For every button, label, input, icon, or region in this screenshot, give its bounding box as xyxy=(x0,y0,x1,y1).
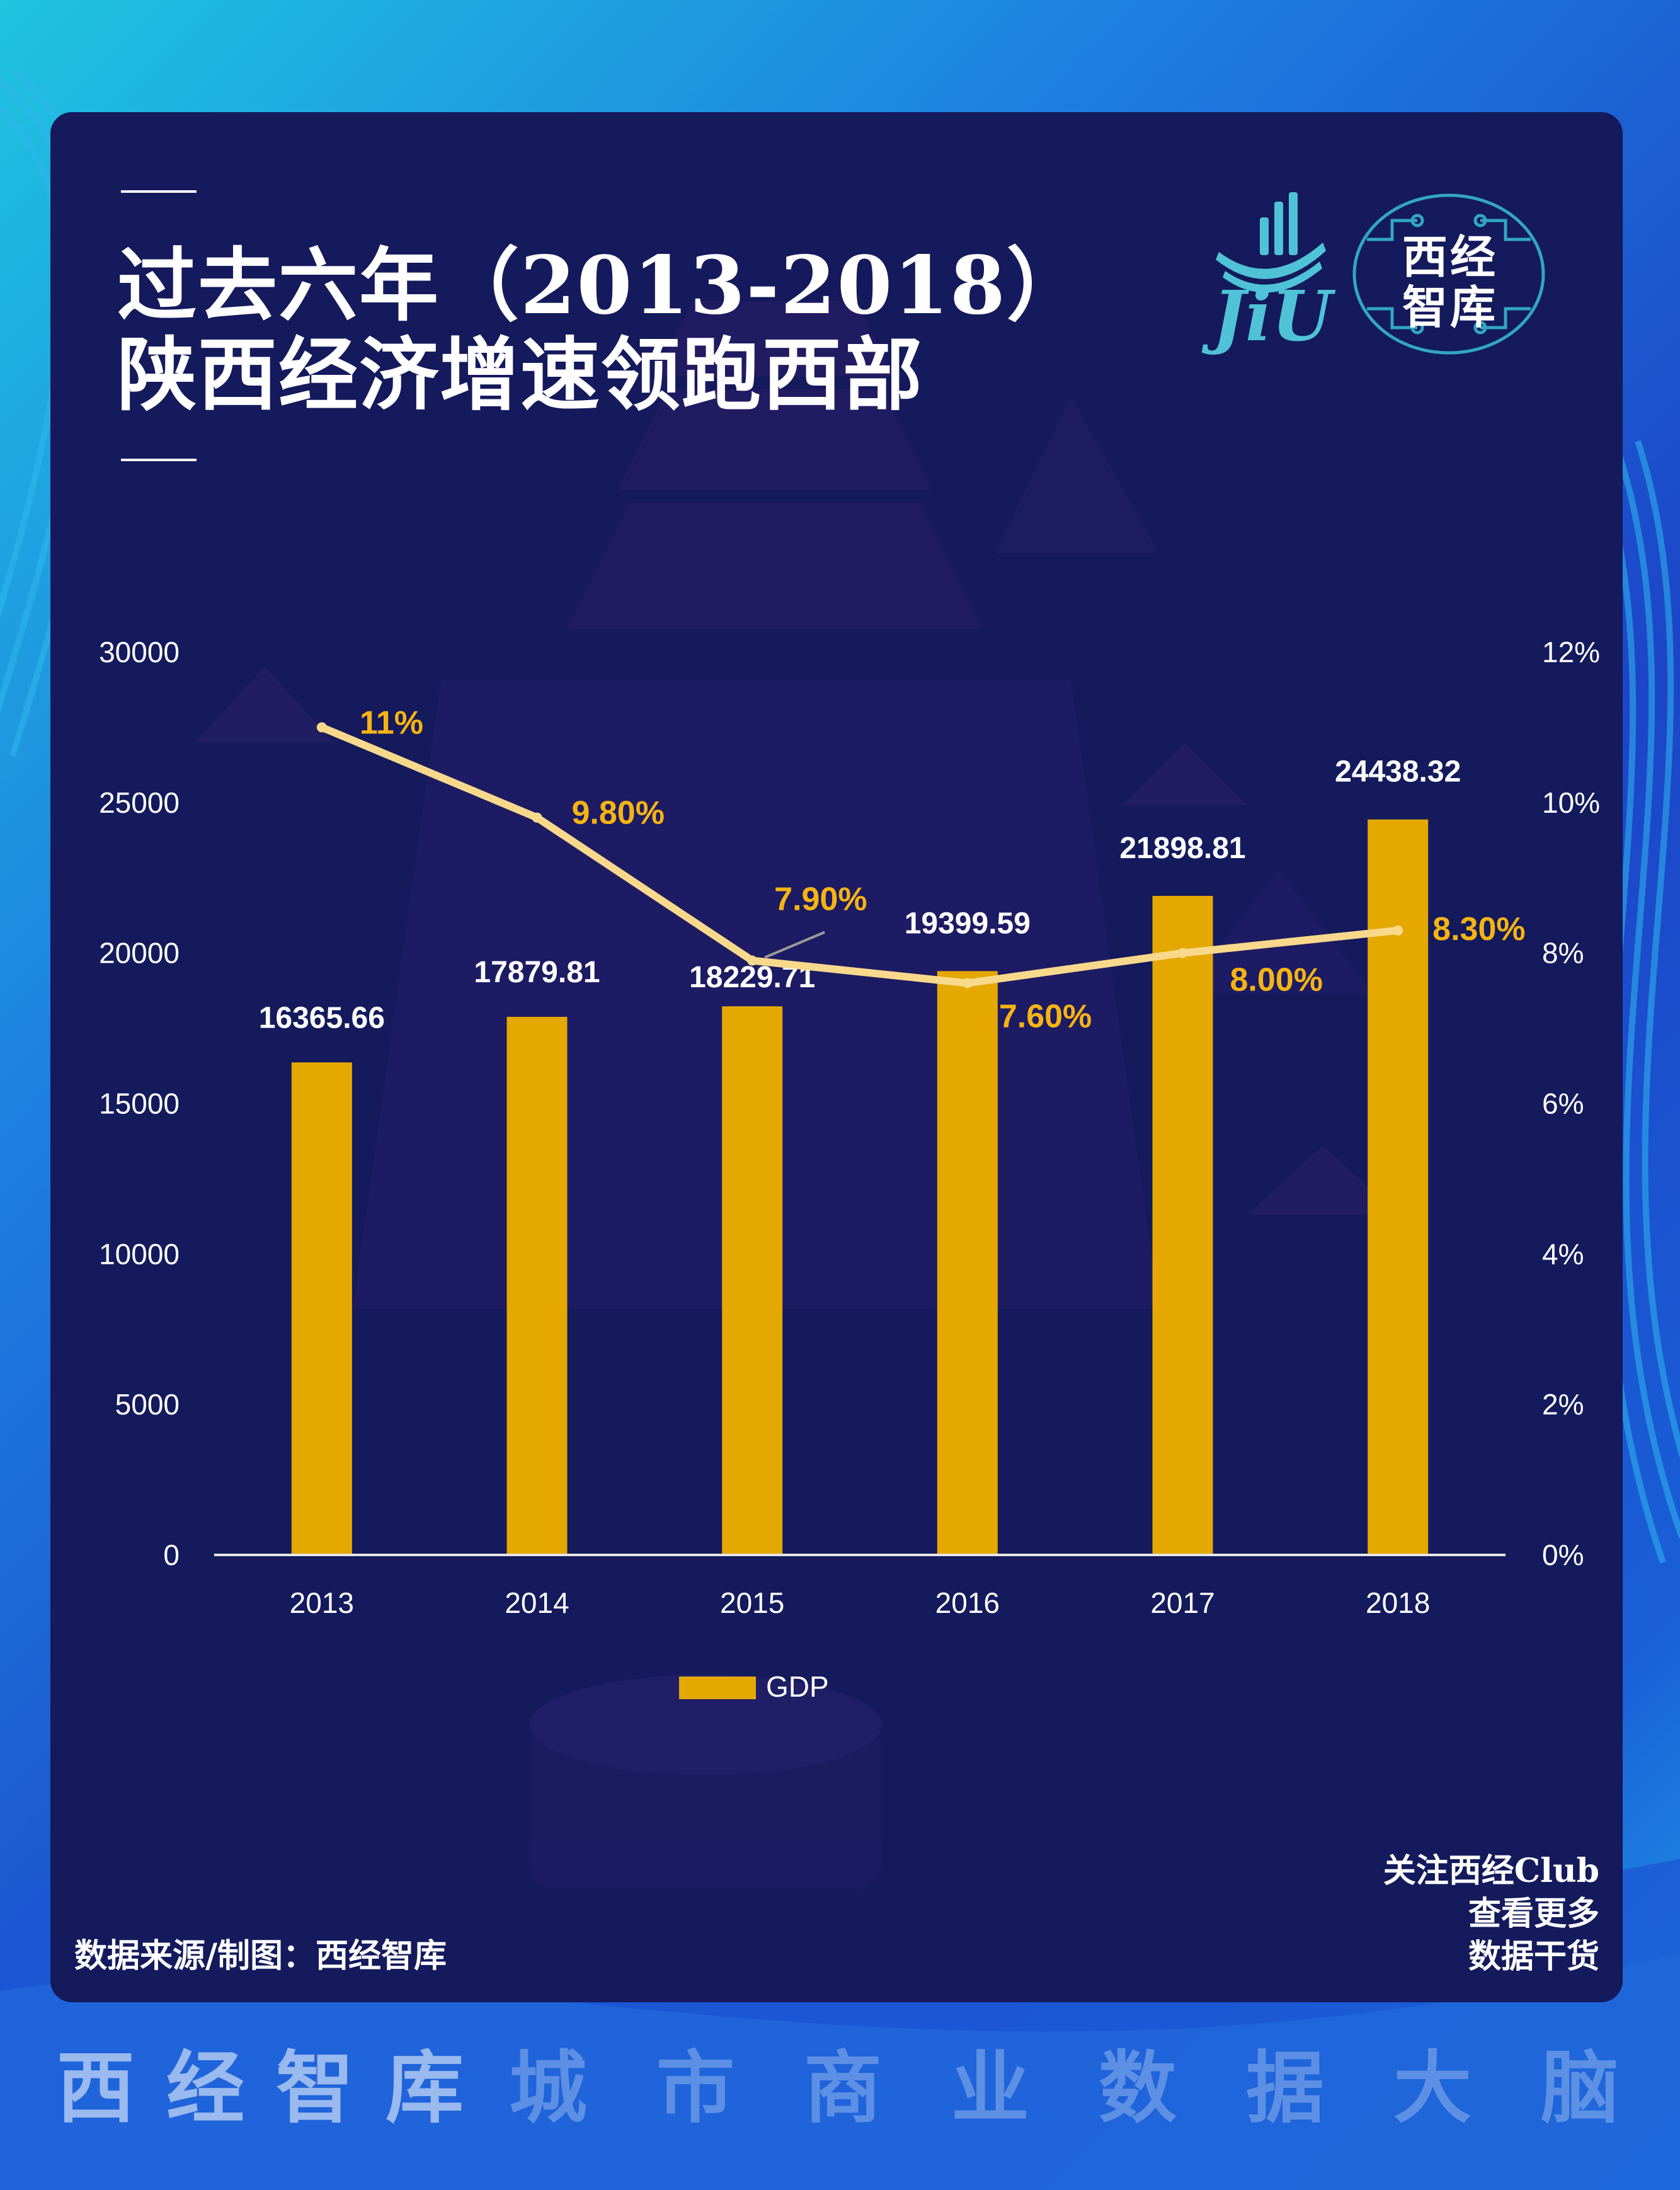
footer-char: 业 xyxy=(951,2043,1030,2134)
bar-gdp xyxy=(506,1016,568,1555)
footer-char: 数 xyxy=(1099,2043,1177,2134)
xijing-seal-logo-icon xyxy=(1352,193,1545,355)
page-title-line1: 过去六年（2013-2018） xyxy=(117,239,1087,332)
bar-gdp xyxy=(1368,819,1429,1555)
footer-char: 西 xyxy=(57,2043,135,2134)
x-tick-label: 2017 xyxy=(1150,1586,1214,1619)
title-rule-bottom xyxy=(121,459,197,461)
footer-slogan: 西 经 智 库 城 市 商 业 数 据 大 脑 xyxy=(0,2048,1680,2130)
growth-rate-line xyxy=(317,723,1402,987)
page-title-line2: 陕西经济增速领跑西部 xyxy=(117,328,923,421)
x-tick-label: 2015 xyxy=(720,1586,784,1619)
follow-note: 关注西经Club 查看更多 数据干货 xyxy=(1383,1850,1599,1978)
bar-gdp xyxy=(722,1006,783,1555)
jiu-logo-icon: JiU xyxy=(1201,192,1336,357)
y-right-tick-label: 2% xyxy=(1542,1388,1584,1421)
x-tick-label: 2013 xyxy=(290,1586,354,1619)
bar-gdp xyxy=(291,1062,352,1555)
y-left-tick-label: 10000 xyxy=(99,1237,180,1270)
bar-value-label: 17879.81 xyxy=(474,956,600,989)
footer-char: 智 xyxy=(276,2043,355,2134)
growth-rate-label: 7.90% xyxy=(774,881,867,918)
x-tick-label: 2016 xyxy=(935,1586,1000,1619)
growth-rate-point xyxy=(532,812,542,823)
label-leader-line xyxy=(764,931,825,959)
legend-label-gdp: GDP xyxy=(766,1670,829,1703)
x-tick-label: 2014 xyxy=(505,1586,569,1619)
follow-line-3: 数据干货 xyxy=(1468,1937,1599,1976)
y-left-tick-label: 30000 xyxy=(99,636,180,668)
footer-char: 城 xyxy=(509,2043,588,2134)
growth-rate-point xyxy=(1393,925,1403,936)
seal-text-line1: 西经 xyxy=(1402,230,1499,284)
y-right-tick-label: 6% xyxy=(1542,1087,1584,1120)
growth-rate-label: 9.80% xyxy=(572,795,665,832)
bar-gdp xyxy=(937,971,998,1555)
y-left-tick-label: 25000 xyxy=(99,786,180,819)
bar-gdp xyxy=(1152,895,1213,1555)
y-left-tick-label: 15000 xyxy=(99,1087,180,1120)
growth-rate-point xyxy=(316,722,327,733)
footer-char: 大 xyxy=(1393,2043,1472,2134)
legend-swatch-gdp xyxy=(679,1677,756,1699)
footer-char: 市 xyxy=(656,2043,735,2134)
svg-text:JiU: JiU xyxy=(1201,275,1336,357)
growth-rate-label: 11% xyxy=(360,704,423,741)
bar-value-label: 16365.66 xyxy=(259,1001,385,1035)
x-tick-label: 2018 xyxy=(1366,1586,1430,1619)
y-left-tick-label: 20000 xyxy=(99,937,180,970)
y-left-tick-label: 5000 xyxy=(115,1388,180,1421)
follow-line-2: 查看更多 xyxy=(1468,1895,1599,1933)
y-left-tick-label: 0 xyxy=(163,1539,180,1571)
growth-rate-point xyxy=(1177,948,1188,958)
bar-value-label: 19399.59 xyxy=(905,907,1031,940)
title-rule-top xyxy=(121,190,197,193)
follow-line-1: 关注西经Club xyxy=(1383,1852,1599,1890)
bar-value-label: 24438.32 xyxy=(1335,755,1461,789)
bar-value-label: 21898.81 xyxy=(1119,832,1245,865)
seal-text-line2: 智库 xyxy=(1402,280,1499,334)
y-right-tick-label: 12% xyxy=(1542,636,1600,668)
footer-char: 库 xyxy=(386,2043,464,2134)
growth-rate-point xyxy=(962,978,973,989)
data-source-note: 数据来源/制图：西经智库 xyxy=(74,1937,447,1975)
growth-rate-label: 7.60% xyxy=(999,998,1092,1035)
y-right-tick-label: 0% xyxy=(1542,1539,1584,1571)
footer-char: 商 xyxy=(804,2043,883,2134)
growth-rate-label: 8.30% xyxy=(1432,911,1525,948)
y-right-tick-label: 10% xyxy=(1542,786,1600,819)
growth-rate-point xyxy=(747,955,758,966)
footer-char: 脑 xyxy=(1541,2043,1620,2134)
y-right-tick-label: 4% xyxy=(1542,1237,1584,1270)
footer-char: 经 xyxy=(166,2043,245,2134)
y-right-tick-label: 8% xyxy=(1542,937,1584,970)
footer-char: 据 xyxy=(1246,2043,1325,2134)
growth-rate-label: 8.00% xyxy=(1230,962,1323,999)
